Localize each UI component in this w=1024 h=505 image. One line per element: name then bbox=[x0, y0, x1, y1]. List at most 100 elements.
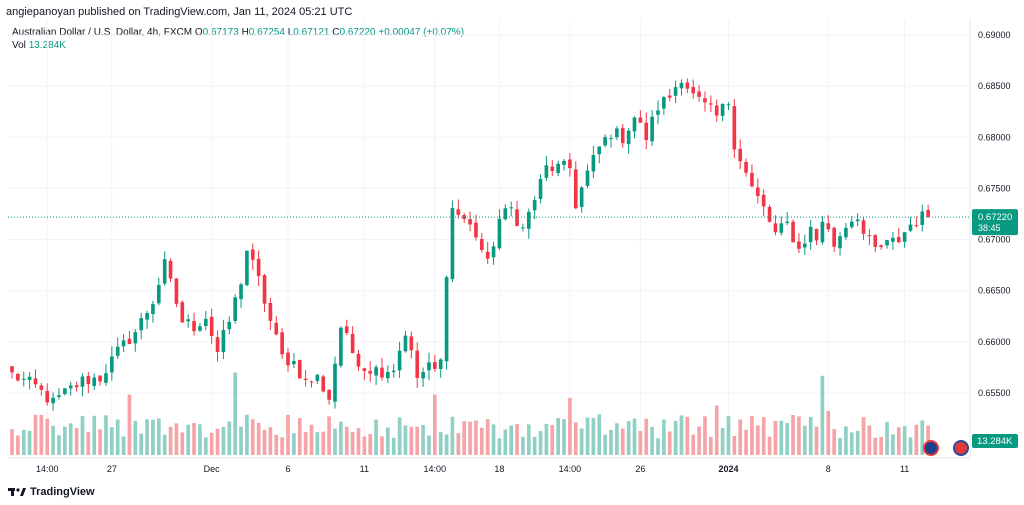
candle-body bbox=[421, 371, 425, 379]
candle-body bbox=[579, 187, 584, 208]
volume-bar bbox=[133, 420, 138, 455]
candle-body bbox=[63, 388, 67, 395]
candle-body bbox=[192, 320, 196, 332]
volume-bar bbox=[356, 428, 361, 455]
candle-body bbox=[362, 368, 367, 371]
volume-bar bbox=[203, 437, 208, 455]
volume-bar bbox=[503, 429, 508, 455]
volume-bar bbox=[626, 420, 631, 455]
candle-body bbox=[585, 170, 590, 186]
volume-bar bbox=[609, 429, 613, 455]
volume-bar bbox=[333, 428, 337, 455]
volume-bar bbox=[209, 432, 214, 455]
candle-body bbox=[785, 221, 790, 223]
volume-bar bbox=[826, 411, 831, 455]
candle-body bbox=[485, 251, 490, 259]
candle-body bbox=[168, 260, 173, 279]
volume-bar bbox=[814, 426, 819, 455]
candle-body bbox=[656, 110, 660, 115]
candle-body bbox=[873, 235, 878, 247]
volume-bar bbox=[362, 436, 367, 455]
candle-body bbox=[679, 82, 684, 89]
candle-body bbox=[497, 218, 502, 249]
au-flag-icon[interactable] bbox=[923, 440, 939, 456]
candle-body bbox=[110, 356, 114, 373]
candle-body bbox=[433, 362, 437, 369]
volume-bar bbox=[914, 424, 919, 455]
volume-bar bbox=[433, 394, 437, 455]
candle-body bbox=[509, 207, 513, 209]
volume-bar bbox=[321, 431, 326, 455]
candle-body bbox=[603, 137, 607, 146]
candle-body bbox=[415, 350, 420, 378]
low-value: 0.67121 bbox=[293, 27, 330, 38]
candle-body bbox=[844, 227, 848, 238]
candle-body bbox=[139, 318, 144, 331]
volume-bar bbox=[292, 433, 296, 455]
volume-bar bbox=[415, 426, 420, 455]
candle-body bbox=[726, 104, 731, 106]
candle-body bbox=[239, 284, 243, 300]
candle-body bbox=[227, 321, 232, 330]
candle-body bbox=[855, 219, 860, 222]
volume-bar bbox=[51, 425, 55, 455]
volume-bar bbox=[386, 427, 390, 455]
candle-body bbox=[673, 87, 678, 96]
volume-bar bbox=[908, 437, 913, 455]
volume-bar bbox=[139, 433, 144, 455]
candle-body bbox=[315, 374, 320, 381]
volume-bar bbox=[63, 426, 67, 455]
time-tick-label: 14:00 bbox=[559, 464, 582, 474]
volume-bar bbox=[920, 420, 925, 455]
volume-bar bbox=[74, 428, 79, 455]
candle-body bbox=[615, 128, 619, 138]
candle-body bbox=[891, 237, 895, 242]
candle-body bbox=[386, 372, 390, 379]
volume-bar bbox=[98, 429, 102, 455]
time-tick-label: 6 bbox=[286, 464, 291, 474]
time-tick-label: 11 bbox=[900, 464, 909, 474]
volume-bar bbox=[521, 436, 525, 455]
volume-bar bbox=[421, 424, 425, 455]
volume-bar bbox=[885, 422, 889, 455]
candle-body bbox=[538, 178, 543, 199]
volume-bar bbox=[673, 420, 678, 455]
volume-bar bbox=[16, 435, 20, 455]
volume-bar bbox=[491, 424, 496, 455]
candle-body bbox=[292, 361, 296, 365]
volume-bar bbox=[849, 432, 854, 455]
volume-bar bbox=[855, 430, 860, 455]
volume-bar bbox=[444, 434, 449, 455]
candle-body bbox=[867, 235, 872, 237]
volume-bar bbox=[115, 419, 120, 455]
candle-body bbox=[256, 258, 261, 276]
volume-bar bbox=[767, 436, 772, 455]
us-flag-icon[interactable] bbox=[953, 440, 969, 456]
volume-bar bbox=[380, 436, 384, 455]
volume-bar bbox=[303, 432, 308, 455]
candle-body bbox=[98, 375, 102, 382]
candle-body bbox=[532, 200, 537, 211]
candle-body bbox=[797, 241, 801, 249]
price-tick-label: 0.66500 bbox=[978, 286, 1011, 296]
candle-body bbox=[309, 381, 314, 383]
volume-bar bbox=[485, 419, 490, 455]
volume-bar bbox=[268, 427, 273, 455]
volume-bar bbox=[556, 418, 560, 455]
volume-bar bbox=[638, 431, 643, 455]
volume-bar bbox=[33, 414, 38, 455]
volume-bar bbox=[339, 421, 343, 455]
candle-body bbox=[368, 370, 373, 374]
volume-bar bbox=[250, 419, 255, 455]
candle-body bbox=[556, 163, 560, 174]
grid bbox=[8, 20, 971, 459]
volume-bar bbox=[110, 427, 114, 455]
volume-bar bbox=[350, 431, 355, 455]
candle-body bbox=[391, 370, 396, 373]
candle-body bbox=[732, 106, 737, 150]
candle-body bbox=[896, 237, 901, 243]
volume-label: Vol bbox=[12, 40, 26, 51]
volume-bar bbox=[779, 420, 784, 455]
candle-body bbox=[156, 284, 161, 304]
